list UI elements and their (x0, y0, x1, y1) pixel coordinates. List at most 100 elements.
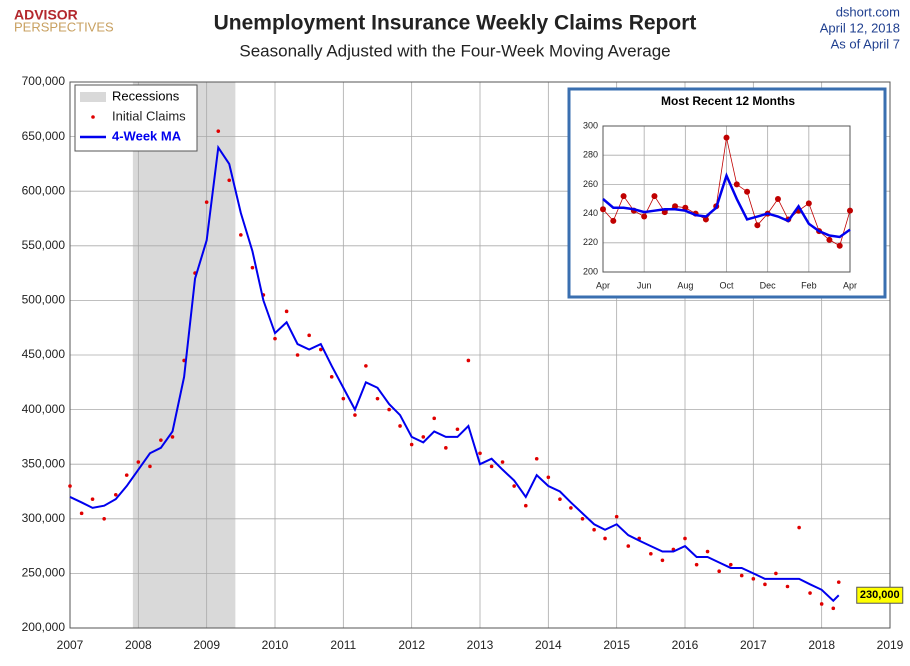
marker (739, 573, 744, 578)
marker (387, 407, 391, 412)
marker (785, 584, 790, 589)
x-tick-label: 2017 (740, 638, 767, 652)
marker (375, 396, 380, 401)
marker (409, 442, 414, 447)
marker (523, 503, 528, 508)
marker (683, 536, 687, 541)
marker (672, 203, 679, 210)
y-tick-label: 450,000 (22, 347, 66, 361)
y-tick-label: 300 (583, 120, 598, 130)
marker (649, 551, 653, 556)
logo: ADVISOR (14, 7, 78, 23)
marker (148, 464, 152, 469)
marker (723, 134, 730, 141)
annotation-box (856, 586, 904, 604)
marker (136, 460, 141, 464)
x-tick-label: Feb (801, 280, 817, 290)
marker (763, 582, 767, 587)
marker (836, 242, 843, 249)
x-tick-label: Apr (596, 280, 610, 290)
marker (831, 606, 836, 611)
y-tick-label: 240 (583, 208, 598, 218)
x-tick-label: 2014 (535, 638, 562, 652)
marker (702, 216, 709, 223)
marker (847, 207, 853, 214)
marker (102, 517, 106, 521)
x-tick-label: Apr (843, 280, 857, 290)
marker (651, 193, 658, 200)
marker (113, 492, 118, 497)
x-tick-label: 2010 (262, 638, 289, 652)
marker (421, 435, 426, 439)
marker (610, 217, 617, 224)
marker (717, 569, 721, 574)
legend-swatch (91, 115, 95, 119)
marker (805, 200, 812, 207)
marker (68, 484, 72, 488)
marker (79, 511, 84, 516)
marker (754, 222, 761, 229)
y-tick-label: 280 (583, 150, 598, 160)
marker (733, 181, 740, 188)
y-tick-label: 500,000 (22, 293, 66, 307)
series-line (602, 172, 851, 239)
marker (216, 129, 221, 133)
y-tick-label: 260 (583, 179, 598, 189)
legend-label: Recessions (112, 88, 180, 103)
marker (273, 336, 277, 341)
marker (797, 525, 801, 530)
marker (295, 353, 300, 357)
marker (204, 200, 209, 204)
marker (728, 562, 733, 567)
marker (580, 517, 585, 521)
marker (90, 497, 95, 501)
x-tick-label: Oct (719, 280, 734, 290)
marker (227, 178, 232, 183)
inset-title: Most Recent 12 Months (661, 94, 795, 108)
as-of: As of April 7 (831, 36, 900, 51)
marker (466, 358, 471, 363)
x-tick-label: Dec (760, 280, 777, 290)
marker (641, 213, 648, 220)
marker (500, 460, 505, 464)
marker (620, 193, 627, 200)
marker (159, 438, 163, 442)
y-tick-label: 200,000 (22, 620, 66, 634)
marker (353, 413, 357, 417)
x-tick-label: 2012 (398, 638, 425, 652)
marker (329, 375, 334, 379)
marker (592, 527, 596, 532)
chart-title: Unemployment Insurance Weekly Claims Rep… (214, 12, 697, 35)
x-tick-label: 2019 (877, 638, 904, 652)
marker (626, 544, 631, 548)
marker (284, 309, 289, 314)
marker (455, 427, 460, 432)
y-tick-label: 220 (583, 237, 598, 247)
chart-subtitle: Seasonally Adjusted with the Four-Week M… (239, 41, 670, 60)
date: April 12, 2018 (820, 20, 900, 35)
x-tick-label: 2015 (603, 638, 630, 652)
marker (826, 236, 833, 243)
marker (341, 396, 346, 401)
marker (432, 416, 437, 421)
y-tick-label: 600,000 (22, 183, 66, 197)
marker (364, 364, 368, 368)
inset-frame (567, 87, 887, 299)
marker (751, 577, 756, 581)
legend-label: Initial Claims (112, 108, 186, 123)
marker (170, 435, 175, 439)
x-tick-label: 2016 (672, 638, 699, 652)
legend-swatch (80, 92, 106, 102)
series-line (69, 144, 840, 603)
marker (614, 514, 619, 519)
x-tick-label: 2011 (330, 638, 356, 652)
x-tick-label: Aug (677, 280, 693, 290)
x-tick-label: 2007 (57, 638, 84, 652)
marker (558, 497, 562, 501)
marker (744, 188, 751, 195)
marker (600, 206, 606, 213)
marker (398, 424, 402, 428)
marker (512, 484, 516, 488)
legend-label: 4-Week MA (112, 128, 182, 143)
y-tick-label: 300,000 (22, 511, 66, 525)
